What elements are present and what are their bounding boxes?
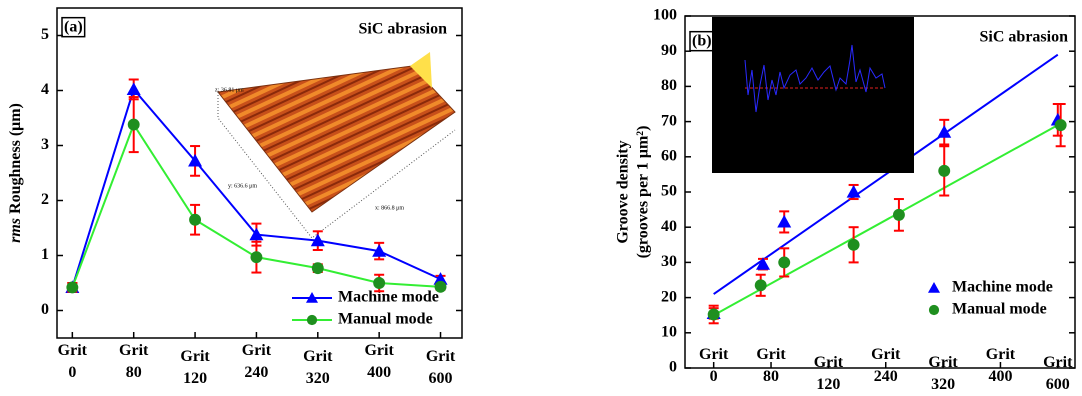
y-axis-label: rms Roughness (μm) xyxy=(7,103,24,243)
x-tick-label: Grit 80 xyxy=(104,340,164,384)
y-tick-label: 50 xyxy=(661,183,677,200)
data-point xyxy=(250,251,262,263)
data-point xyxy=(777,215,791,228)
y-axis-label-text: Roughness (μm) xyxy=(7,103,24,218)
x-tick-label: Grit 240 xyxy=(856,344,916,388)
y-tick-label: 90 xyxy=(661,42,677,59)
data-point xyxy=(373,277,385,289)
data-point xyxy=(435,281,447,293)
legend-label: Machine mode xyxy=(952,279,1053,296)
y-tick-label: 100 xyxy=(653,7,677,24)
legend-marker xyxy=(928,282,940,293)
x-tick-label: Grit 120 xyxy=(798,352,858,396)
x-tick-label: Grit 120 xyxy=(165,346,225,390)
y-tick-label: 0 xyxy=(41,301,49,318)
y-tick-label: 2 xyxy=(41,191,49,208)
inset-label: z: 36.81 μm xyxy=(215,87,244,93)
legend-label: Manual mode xyxy=(338,311,433,328)
data-point xyxy=(1055,119,1067,131)
data-point xyxy=(778,256,790,268)
data-point xyxy=(893,209,905,221)
annotation: SiC abrasion xyxy=(359,21,448,38)
inset-label: y: 636.6 μm xyxy=(228,183,257,189)
y-axis-label: Groove density xyxy=(615,140,632,243)
y-tick-label: 10 xyxy=(661,323,677,340)
data-point xyxy=(938,165,950,177)
y-tick-label: 70 xyxy=(661,112,677,129)
x-tick-label: Grit 400 xyxy=(970,344,1030,388)
data-point xyxy=(128,119,140,131)
x-tick-label: Grit 0 xyxy=(684,344,744,388)
figure: 0 1 2 3 4 5 (a) SiC abrasion z: 36.81 μm y: 636.6… xyxy=(0,0,1082,390)
y-tick-label: 20 xyxy=(661,288,677,305)
legend-label: Machine mode xyxy=(338,289,439,306)
data-point xyxy=(848,239,860,251)
y-tick-label: 0 xyxy=(669,359,677,376)
panel-label: (b) xyxy=(692,33,712,50)
legend-label: Manual mode xyxy=(952,301,1047,318)
y-tick-label: 5 xyxy=(41,26,49,43)
x-tick-label: Grit 240 xyxy=(226,340,286,384)
data-point xyxy=(312,262,324,274)
inset-surface xyxy=(218,52,455,238)
y-axis-label: (grooves per 1 μm²) xyxy=(635,126,652,259)
data-point xyxy=(755,279,767,291)
y-tick-label: 30 xyxy=(661,253,677,270)
legend-marker xyxy=(307,315,317,325)
annotation: SiC abrasion xyxy=(980,29,1069,46)
legend-marker xyxy=(929,305,939,315)
x-tick-label: Grit 0 xyxy=(42,340,102,384)
data-point xyxy=(127,82,141,95)
panel-label: (a) xyxy=(64,19,83,36)
x-tick-label: Grit 320 xyxy=(913,352,973,396)
y-tick-label: 60 xyxy=(661,147,677,164)
y-tick-label: 3 xyxy=(41,136,49,153)
y-axis-label-italic: rms xyxy=(7,218,24,243)
inset-profile xyxy=(712,17,914,173)
x-tick-label: Grit 600 xyxy=(1028,352,1082,396)
y-tick-label: 4 xyxy=(41,81,49,98)
x-tick-label: Grit 600 xyxy=(411,346,471,390)
x-tick-label: Grit 80 xyxy=(741,344,801,388)
x-tick-label: Grit 320 xyxy=(288,346,348,390)
y-tick-label: 80 xyxy=(661,77,677,94)
data-point xyxy=(708,309,720,321)
inset-label: x: 866.8 μm xyxy=(375,205,404,211)
data-point xyxy=(847,185,861,198)
y-tick-label: 40 xyxy=(661,218,677,235)
x-tick-label: Grit 400 xyxy=(349,340,409,384)
y-tick-label: 1 xyxy=(41,246,49,263)
data-point xyxy=(189,214,201,226)
data-point xyxy=(66,281,78,293)
page: 0 1 2 3 4 5 (a) SiC abrasion z: 36.81 μm y: 636.6… xyxy=(0,0,1082,390)
